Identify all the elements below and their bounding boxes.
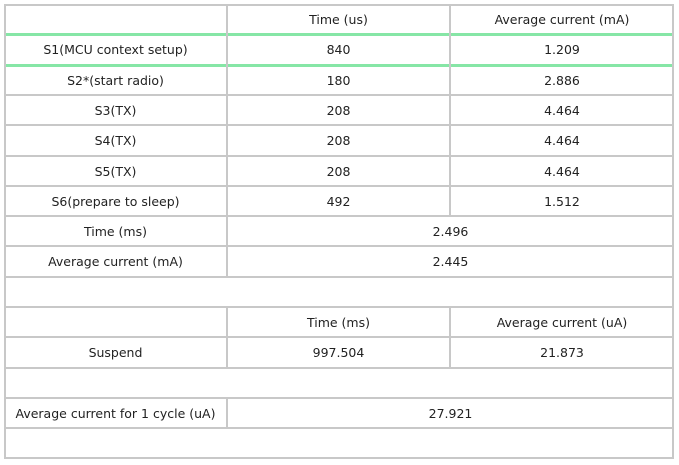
state-current: 4.464 xyxy=(544,163,580,179)
cycle-value: 27.921 xyxy=(428,405,473,421)
column-border xyxy=(226,216,228,277)
highlight-row-border xyxy=(4,63,674,67)
cycle-label: Average current for 1 cycle (uA) xyxy=(15,405,216,421)
row-border xyxy=(4,124,674,126)
state-time: 208 xyxy=(326,163,351,179)
total-time-label: Time (ms) xyxy=(83,223,147,239)
row-border xyxy=(4,215,674,217)
state-label: S5(TX) xyxy=(94,163,137,179)
power-consumption-table: Time (us) Average current (mA) S1(MCU cont… xyxy=(4,4,674,459)
row-border xyxy=(4,336,674,338)
header-avg-current-ma: Average current (mA) xyxy=(494,11,630,27)
total-current-value: 2.445 xyxy=(432,253,469,269)
header2-blank xyxy=(4,307,227,337)
state-label: S4(TX) xyxy=(94,132,137,148)
state-time: 180 xyxy=(326,72,351,88)
row-border xyxy=(4,276,674,278)
state-time: 208 xyxy=(326,102,351,118)
state-current: 4.464 xyxy=(544,132,580,148)
header2-avg-current-ua: Average current (uA) xyxy=(496,314,628,330)
state-label: S1(MCU context setup) xyxy=(43,41,188,57)
state-label: S3(TX) xyxy=(94,102,137,118)
state-time: 208 xyxy=(326,132,351,148)
state-current: 2.886 xyxy=(544,72,580,88)
suspend-label: Suspend xyxy=(88,344,143,360)
suspend-time: 997.504 xyxy=(312,344,365,360)
state-current: 4.464 xyxy=(544,102,580,118)
column-border xyxy=(449,4,451,216)
state-current: 1.512 xyxy=(544,193,580,209)
state-label: S6(prepare to sleep) xyxy=(51,193,180,209)
column-border xyxy=(226,4,228,216)
state-label: S2*(start radio) xyxy=(67,72,164,88)
state-time: 840 xyxy=(326,41,351,57)
column-border xyxy=(4,4,6,459)
total-time-value: 2.496 xyxy=(432,223,469,239)
total-current-label: Average current (mA) xyxy=(48,253,183,269)
header-blank xyxy=(4,4,227,34)
row-border xyxy=(4,94,674,96)
header2-time-ms: Time (ms) xyxy=(306,314,370,330)
column-border xyxy=(449,307,451,368)
state-current: 1.209 xyxy=(544,41,580,57)
row-border xyxy=(4,367,674,369)
column-border xyxy=(226,307,228,368)
column-border xyxy=(672,4,674,459)
row-border xyxy=(4,4,674,6)
column-border xyxy=(226,398,228,428)
row-border xyxy=(4,397,674,399)
row-border xyxy=(4,457,674,459)
highlight-row-border xyxy=(4,32,674,36)
header-time-us: Time (us) xyxy=(309,11,368,27)
row-border xyxy=(4,427,674,429)
row-border xyxy=(4,185,674,187)
row-border xyxy=(4,155,674,157)
suspend-current: 21.873 xyxy=(540,344,584,360)
state-time: 492 xyxy=(326,193,351,209)
row-border xyxy=(4,306,674,308)
row-border xyxy=(4,245,674,247)
